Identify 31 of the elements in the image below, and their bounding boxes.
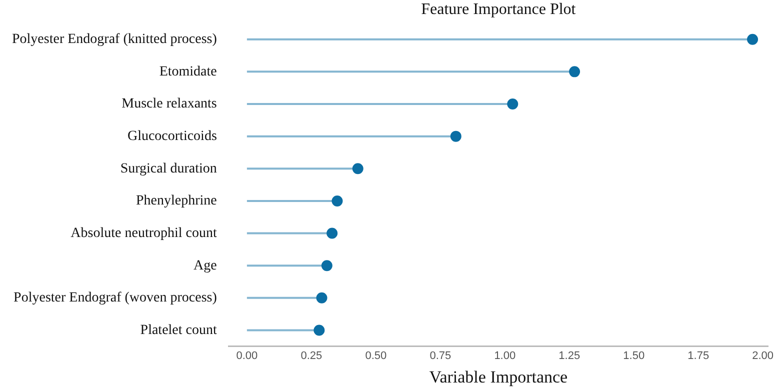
chart-title: Feature Importance Plot [421, 0, 576, 18]
point [352, 163, 364, 174]
point [569, 66, 580, 78]
x-tick-label: 0.75 [430, 350, 452, 362]
x-tick-label: 1.25 [558, 350, 580, 362]
y-tick-label: Etomidate [159, 64, 217, 80]
x-tick-label: 1.50 [623, 350, 645, 362]
point [507, 98, 518, 110]
x-tick-label: 0.25 [300, 350, 322, 362]
point [450, 130, 462, 142]
point [316, 292, 328, 304]
x-tick-label: 0.50 [365, 350, 387, 362]
y-tick-label: Polyester Endograf (woven process) [14, 290, 218, 306]
x-tick-label: 2.00 [752, 350, 774, 362]
y-tick-label: Platelet count [140, 322, 217, 338]
y-tick-label: Age [194, 258, 217, 274]
y-tick-label: Muscle relaxants [122, 96, 217, 112]
x-tick-label: 1.00 [494, 350, 516, 362]
x-axis-title: Variable Importance [429, 367, 568, 386]
x-tick-label: 0.00 [236, 350, 258, 362]
x-tick-label: 1.75 [688, 350, 710, 362]
point [332, 195, 343, 206]
y-tick-label: Surgical duration [120, 161, 217, 176]
point [326, 228, 338, 239]
y-tick-label: Polyester Endograf (knitted process) [12, 32, 218, 48]
point [747, 34, 758, 45]
y-tick-label: Glucocorticoids [127, 128, 217, 144]
point [314, 324, 325, 336]
point [321, 260, 332, 272]
y-tick-label: Phenylephrine [136, 194, 217, 209]
y-tick-label: Absolute neutrophil count [70, 226, 217, 241]
